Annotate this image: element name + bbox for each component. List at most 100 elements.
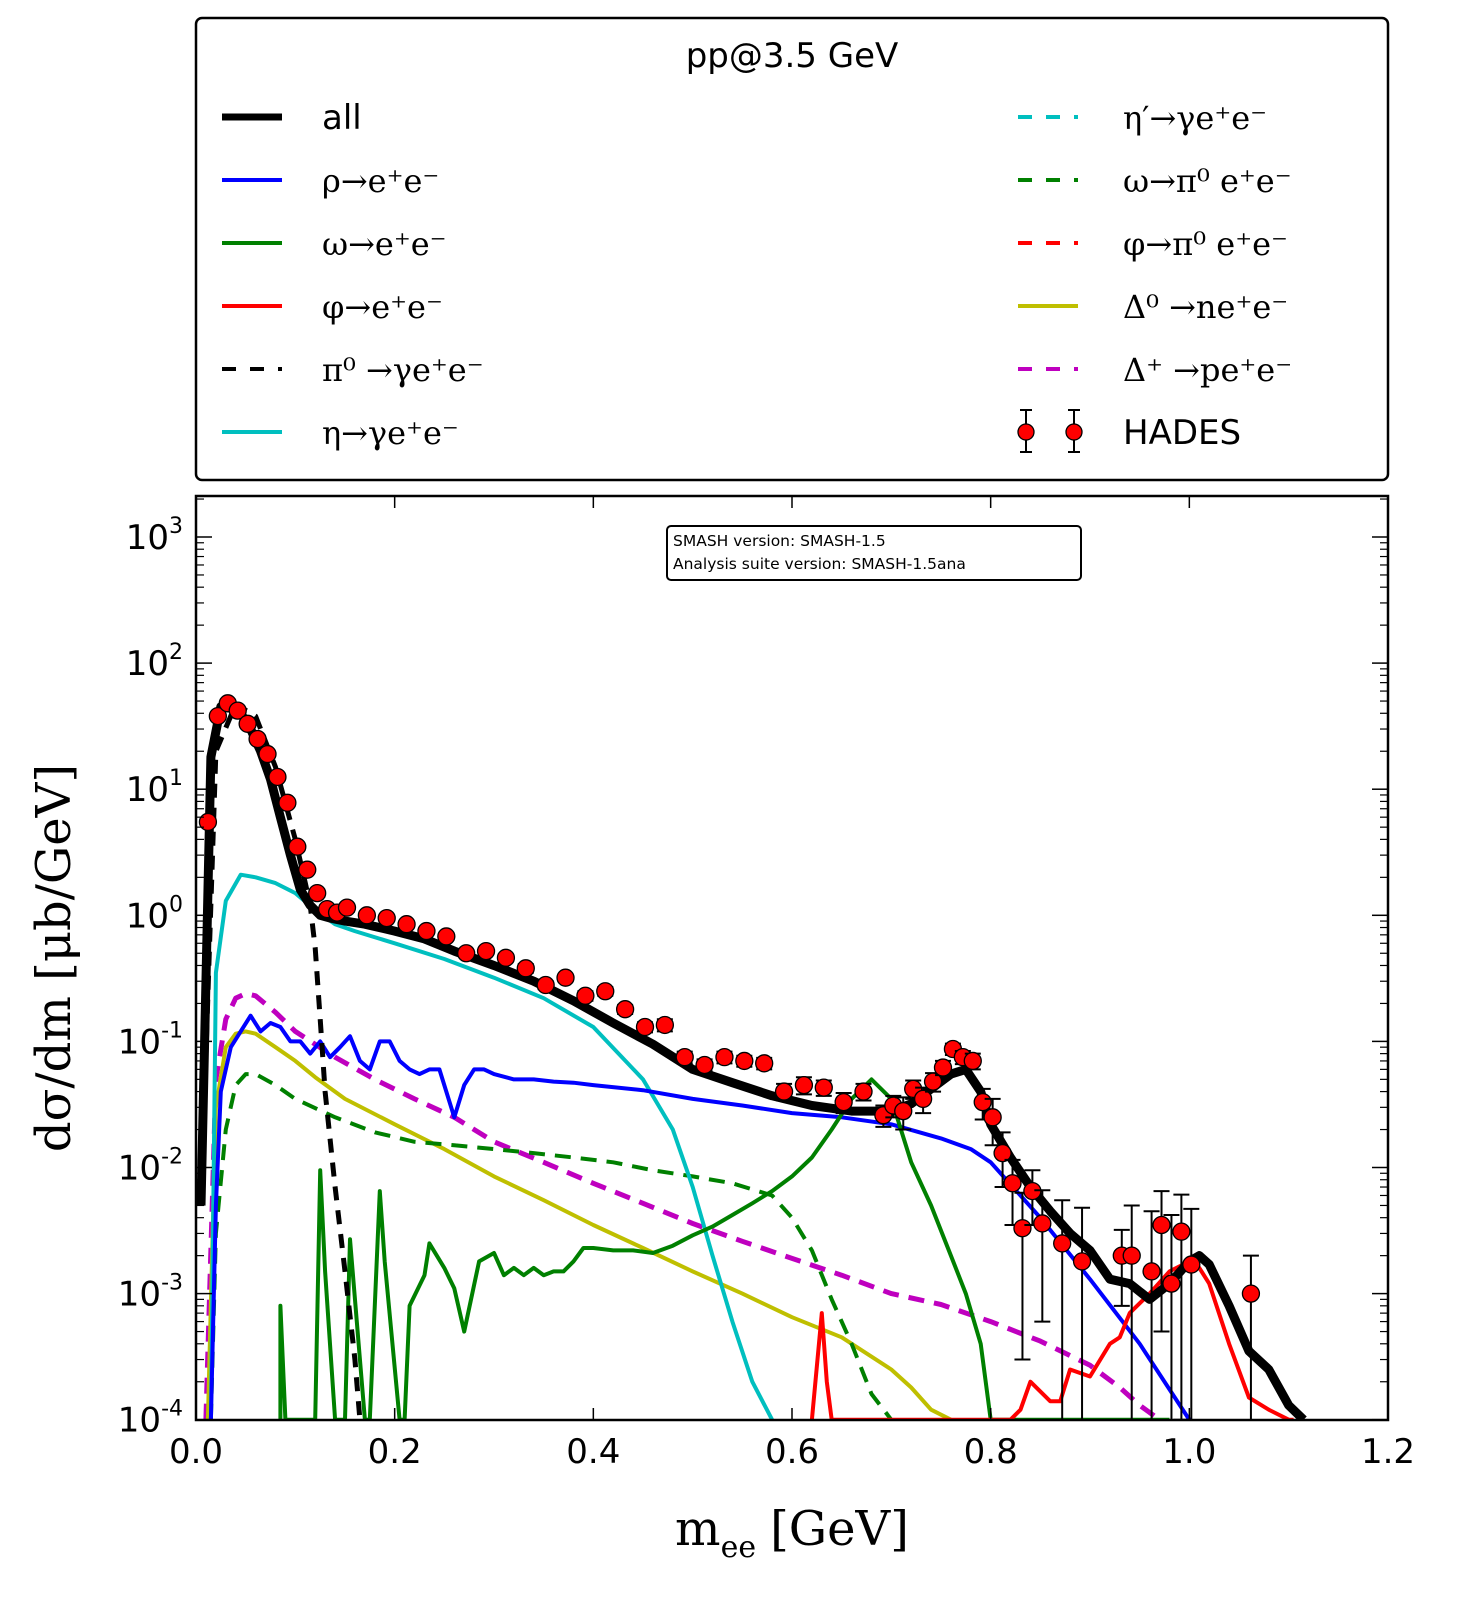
hades-marker xyxy=(675,1048,694,1067)
y-tick-label: 102 xyxy=(126,640,183,684)
hades-point xyxy=(923,1072,943,1093)
hades-point xyxy=(536,975,555,995)
legend-item-deltaplus: Δ⁺ →pe⁺e⁻ xyxy=(1018,351,1292,389)
hades-marker xyxy=(556,968,575,987)
hades-point xyxy=(496,948,516,967)
hades-point xyxy=(963,1051,982,1071)
legend-title: pp@3.5 GeV xyxy=(686,36,899,76)
legend-item-pi0: π⁰ →γe⁺e⁻ xyxy=(222,351,484,389)
hades-marker xyxy=(496,948,516,967)
hades-point xyxy=(288,837,307,856)
legend-item-hades: HADES xyxy=(1017,409,1241,453)
hades-marker xyxy=(516,959,535,978)
hades-point xyxy=(675,1048,694,1067)
hades-marker xyxy=(1241,1284,1261,1303)
legend-item-etaprime: η′→γe⁺e⁻ xyxy=(1018,99,1267,137)
hades-point xyxy=(1033,1189,1052,1323)
hades-marker xyxy=(834,1092,853,1112)
hades-marker xyxy=(596,982,615,1001)
x-axis-label: mee [GeV] xyxy=(675,1501,909,1565)
hades-marker xyxy=(1162,1274,1181,1293)
hades-marker xyxy=(993,1143,1012,1163)
legend-item-all: all xyxy=(222,98,362,138)
hades-marker xyxy=(655,1015,675,1035)
hades-marker xyxy=(1013,1219,1032,1238)
hades-marker xyxy=(854,1082,873,1101)
hades-marker xyxy=(983,1108,1002,1127)
hades-point xyxy=(1241,1254,1261,1420)
hades-marker xyxy=(357,906,377,925)
hades-marker xyxy=(1142,1262,1161,1281)
hades-marker xyxy=(308,883,327,903)
hades-point xyxy=(755,1054,774,1073)
x-axis-label-unit: [GeV] xyxy=(770,1501,909,1557)
hades-point xyxy=(794,1075,814,1096)
legend-marker xyxy=(1065,423,1083,441)
hades-marker xyxy=(894,1101,913,1121)
legend-item-omega: ω→e⁺e⁻ xyxy=(222,225,447,263)
legend: pp@3.5 GeV all ρ→e⁺e⁻ ω→e⁺e⁻ φ→e⁺e⁻ π⁰ →γe⁺e… xyxy=(194,16,1390,482)
series-line-deltaplus xyxy=(203,991,1161,1420)
hades-marker xyxy=(298,860,317,879)
hades-marker xyxy=(476,941,496,961)
legend-item-phi: φ→e⁺e⁻ xyxy=(222,288,443,326)
legend-item-eta: η→γe⁺e⁻ xyxy=(222,414,459,452)
hades-marker xyxy=(417,921,436,941)
hades-marker xyxy=(1182,1255,1201,1274)
hades-point xyxy=(516,959,535,978)
hades-point xyxy=(774,1082,794,1102)
hades-marker xyxy=(735,1051,754,1071)
plot-area: 0.0 0.2 0.4 0.6 0.8 1.0 1.2 103 102 101 100 10-1 10-… xyxy=(118,494,1415,1472)
hades-marker xyxy=(576,986,595,1005)
hades-marker xyxy=(198,812,218,832)
x-tick-label: 1.0 xyxy=(1162,1432,1216,1472)
legend-label: Δ⁰ →ne⁺e⁻ xyxy=(1123,288,1288,326)
ticks-layer: 0.0 0.2 0.4 0.6 0.8 1.0 1.2 103 102 101 100 10-1 10-… xyxy=(118,496,1415,1472)
hades-marker xyxy=(397,915,416,934)
hades-marker xyxy=(208,706,228,726)
hades-point xyxy=(1013,1191,1032,1361)
hades-marker xyxy=(715,1048,734,1067)
hades-marker xyxy=(238,714,257,733)
x-tick-label: 1.2 xyxy=(1361,1432,1415,1472)
legend-label: η→γe⁺e⁻ xyxy=(322,414,459,452)
series-line-delta0 xyxy=(205,1029,952,1420)
x-tick-label: 0.4 xyxy=(566,1432,620,1472)
legend-label: ρ→e⁺e⁻ xyxy=(322,162,439,200)
legend-item-rho: ρ→e⁺e⁻ xyxy=(222,162,439,200)
hades-marker xyxy=(814,1078,833,1097)
hades-marker xyxy=(268,767,287,787)
hades-point xyxy=(198,812,218,832)
hades-point xyxy=(457,944,476,963)
hades-marker xyxy=(377,908,396,928)
hades-point xyxy=(238,714,257,733)
annotation-line-1: SMASH version: SMASH-1.5 xyxy=(673,532,886,550)
annotation-line-2: Analysis suite version: SMASH-1.5ana xyxy=(673,555,966,573)
hades-point xyxy=(258,744,277,764)
hades-point xyxy=(1142,1210,1161,1420)
hades-marker xyxy=(536,975,555,995)
hades-marker xyxy=(913,1089,933,1109)
hades-point xyxy=(933,1058,953,1077)
hades-point xyxy=(576,986,595,1005)
hades-point xyxy=(1172,1193,1191,1420)
hades-point xyxy=(337,898,357,917)
hades-point xyxy=(884,1094,903,1119)
hades-point xyxy=(397,915,416,934)
series-line-all xyxy=(196,698,1307,1420)
legend-label: η′→γe⁺e⁻ xyxy=(1123,99,1267,137)
legend-item-omega-dalitz: ω→π⁰ e⁺e⁻ xyxy=(1018,162,1292,200)
hades-point xyxy=(596,982,615,1001)
legend-label: φ→e⁺e⁻ xyxy=(322,288,443,326)
hades-point xyxy=(228,701,247,720)
series-layer xyxy=(196,698,1307,1420)
hades-point xyxy=(308,883,327,903)
annotation-frame xyxy=(666,525,1082,581)
y-tick-label: 10-2 xyxy=(118,1145,183,1189)
legend-label: φ→π⁰ e⁺e⁻ xyxy=(1123,225,1288,263)
hades-marker xyxy=(794,1075,814,1095)
legend-left-column: all ρ→e⁺e⁻ ω→e⁺e⁻ φ→e⁺e⁻ π⁰ →γe⁺e⁻ η→γe⁺e⁻ xyxy=(222,98,484,452)
x-axis-label-sub: ee xyxy=(721,1530,757,1565)
hades-point xyxy=(973,1087,992,1121)
hades-marker xyxy=(457,944,476,963)
